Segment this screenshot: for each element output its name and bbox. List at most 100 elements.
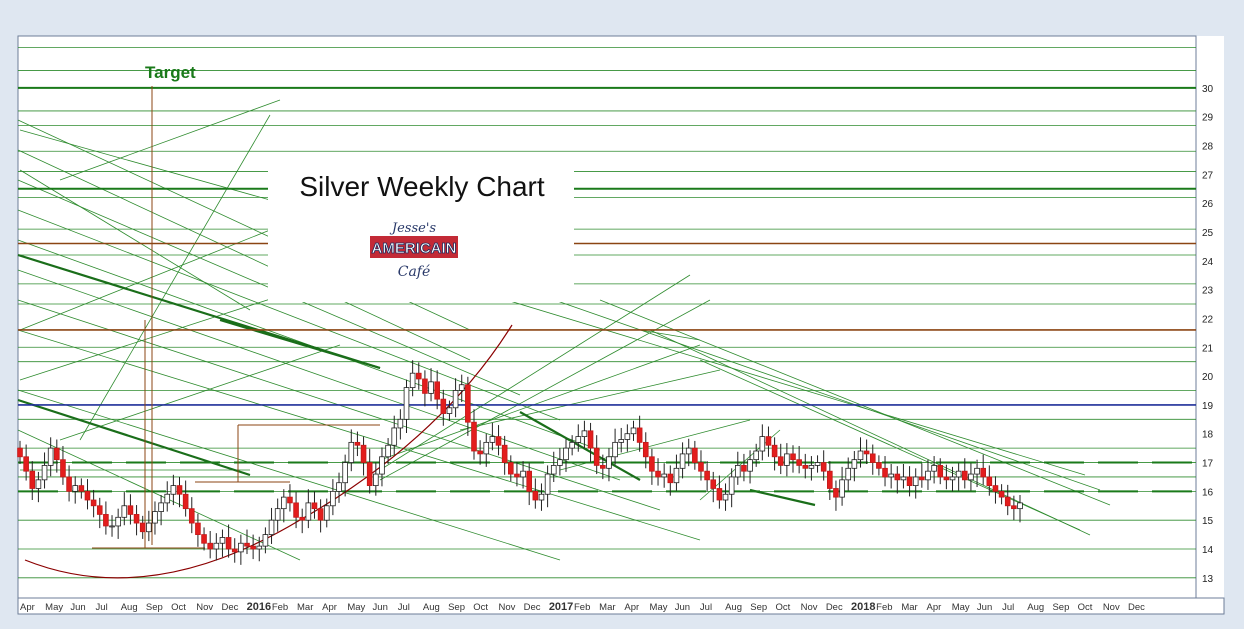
x-tick-label: Oct [473, 602, 488, 613]
x-tick-label: Apr [927, 602, 942, 613]
candle-body [1017, 502, 1023, 510]
candle-body [66, 476, 72, 492]
candle-body [385, 444, 391, 458]
x-tick-label: Feb [272, 602, 288, 613]
candle-body [330, 490, 336, 507]
candle-body [575, 436, 582, 443]
x-tick-label: Jul [700, 602, 712, 613]
x-tick-label: 2017 [549, 601, 573, 613]
candle-body [790, 453, 796, 461]
candle-body [366, 462, 373, 486]
candle-body [526, 470, 533, 492]
candle-body [814, 462, 821, 466]
candle-body [673, 467, 680, 484]
candle-body [961, 470, 968, 481]
candle-body [133, 514, 140, 524]
candle-body [538, 493, 545, 501]
x-tick-label: Nov [801, 602, 818, 613]
trend-line [59, 344, 341, 441]
trend-line [489, 294, 1086, 476]
y-tick-label: 24 [1202, 257, 1214, 268]
x-tick-label: Jun [373, 602, 388, 613]
x-tick-label: Mar [901, 602, 917, 613]
candle-body [514, 473, 520, 478]
candle-body [182, 493, 189, 510]
candle-body [109, 525, 115, 528]
candle-body [489, 436, 496, 443]
candle-body [747, 459, 753, 472]
x-tick-label: Jun [675, 602, 690, 613]
y-tick-label: 25 [1202, 228, 1214, 239]
x-tick-label: Nov [498, 602, 515, 613]
trend-line [649, 329, 1091, 536]
candle-body [262, 534, 269, 547]
candle-body [642, 441, 649, 458]
candle-body [158, 502, 164, 512]
candle-body [698, 462, 704, 472]
candle-body [544, 473, 551, 495]
candle-body [679, 453, 686, 469]
x-tick-label: Mar [297, 602, 313, 613]
x-tick-label: Jul [96, 602, 108, 613]
candle-body [17, 447, 23, 458]
x-tick-label: Aug [1027, 602, 1044, 613]
y-tick-label: 13 [1202, 574, 1214, 585]
x-tick-label: Oct [775, 602, 790, 613]
candle-body [397, 418, 404, 429]
x-tick-label: Feb [574, 602, 590, 613]
x-tick-label: May [347, 602, 365, 613]
candle-body [379, 456, 385, 475]
candle-body [692, 447, 698, 463]
candle-body [164, 493, 171, 504]
trend-line [599, 299, 1111, 506]
candle-body [281, 496, 287, 510]
candle-body [955, 470, 962, 478]
trend-line [19, 229, 271, 331]
candle-body [428, 381, 434, 394]
candle-body [919, 476, 925, 481]
y-tick-label: 29 [1202, 113, 1214, 124]
candle-body [906, 476, 913, 487]
candle-body [256, 545, 263, 550]
y-tick-label: 22 [1202, 314, 1214, 325]
candle-body [1004, 496, 1011, 507]
candle-body [722, 493, 729, 501]
candle-body [84, 490, 91, 501]
x-tick-label: Oct [1078, 602, 1093, 613]
x-tick-label: Dec [826, 602, 843, 613]
candle-body [323, 505, 330, 521]
candle-body [47, 447, 54, 466]
candle-body [299, 516, 306, 521]
candle-body [685, 447, 692, 455]
x-tick-label: Oct [171, 602, 186, 613]
candle-body [753, 450, 759, 461]
candle-body [501, 444, 508, 463]
candle-body [170, 485, 177, 495]
candle-body [931, 465, 937, 472]
candle-body [250, 545, 256, 550]
candle-body [661, 473, 667, 478]
candle-body [520, 470, 526, 478]
candle-body [305, 502, 312, 521]
candle-body [863, 450, 870, 455]
candle-body [41, 465, 48, 481]
candle-body [23, 456, 29, 472]
candle-body [845, 467, 852, 481]
y-tick-label: 30 [1202, 84, 1214, 95]
x-tick-label: Aug [725, 602, 742, 613]
candle-body [649, 456, 655, 472]
x-tick-label: Jun [977, 602, 992, 613]
trend-line-major [219, 318, 381, 370]
candle-body [771, 444, 778, 458]
candle-body [311, 502, 318, 510]
logo-line3: Café [398, 264, 431, 280]
candle-body [422, 378, 428, 394]
candle-body [839, 479, 845, 498]
trend-line [17, 329, 701, 541]
x-tick-label: Sep [1052, 602, 1069, 613]
trend-line [79, 114, 271, 441]
candle-body [827, 470, 833, 489]
candle-body [274, 508, 281, 521]
y-tick-label: 14 [1202, 545, 1214, 556]
